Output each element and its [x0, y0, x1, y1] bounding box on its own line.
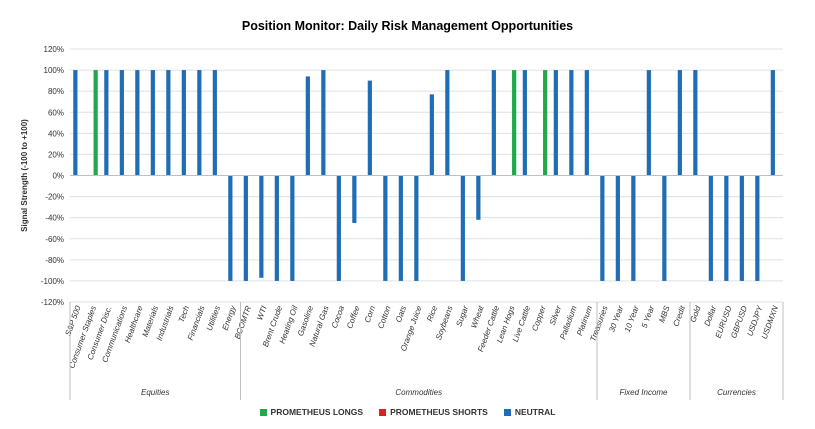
bar-long — [512, 70, 517, 176]
bar-neutral — [770, 70, 775, 176]
bar-neutral — [290, 175, 295, 281]
y-tick-label: -80% — [45, 256, 64, 265]
category-label: Silver — [548, 304, 563, 326]
category-label: Utilities — [205, 305, 222, 332]
legend: PROMETHEUS LONGS PROMETHEUS SHORTS NEUTRAL — [0, 407, 815, 417]
bar-neutral — [383, 175, 388, 281]
category-label: Credit — [671, 304, 687, 328]
bar-neutral — [476, 175, 481, 220]
bar-long — [543, 70, 548, 176]
legend-item-neutral: NEUTRAL — [503, 407, 556, 417]
bar-neutral — [197, 70, 202, 176]
legend-item-shorts: PROMETHEUS SHORTS — [379, 407, 488, 417]
y-tick-label: 60% — [48, 108, 64, 117]
bar-neutral — [135, 70, 140, 176]
category-label: Oats — [394, 305, 408, 324]
bar-neutral — [119, 70, 124, 176]
y-tick-label: 80% — [48, 87, 64, 96]
bar-neutral — [615, 175, 620, 281]
category-label: 5 Year — [640, 304, 656, 329]
bar-neutral — [662, 175, 667, 281]
category-label: Coffee — [345, 304, 362, 330]
y-axis-label: Signal Strength (-100 to +100) — [20, 119, 29, 232]
bar-neutral — [352, 175, 357, 223]
bar-neutral — [553, 70, 558, 176]
bar-neutral — [584, 70, 589, 176]
bar-neutral — [739, 175, 744, 281]
y-tick-label: -20% — [45, 193, 64, 202]
bar-neutral — [693, 70, 698, 176]
bar-neutral — [181, 70, 186, 176]
y-tick-label: 40% — [48, 129, 64, 138]
category-label: Copper — [530, 304, 548, 332]
bar-neutral — [150, 70, 155, 176]
bar-neutral — [460, 175, 465, 281]
legend-swatch — [379, 408, 387, 416]
category-label: Rice — [425, 304, 439, 323]
y-tick-label: 0% — [52, 172, 64, 181]
bar-neutral — [104, 70, 109, 176]
chart-title: Position Monitor: Daily Risk Management … — [241, 19, 574, 33]
category-label: Gold — [688, 304, 702, 323]
bar-neutral — [367, 80, 372, 176]
bar-neutral — [414, 175, 419, 281]
bar-neutral — [677, 70, 682, 176]
legend-label: PROMETHEUS LONGS — [270, 407, 364, 417]
bar-neutral — [522, 70, 527, 176]
bar-neutral — [243, 175, 248, 281]
bar-neutral — [166, 70, 171, 176]
bar-neutral — [212, 70, 217, 176]
category-label: WTI — [255, 304, 269, 322]
category-label: Cotton — [376, 304, 393, 330]
category-label: Cocoa — [330, 304, 347, 329]
bar-neutral — [398, 175, 403, 281]
group-label: Commodities — [395, 388, 442, 397]
bar-neutral — [228, 175, 233, 281]
category-label: Tech — [177, 304, 191, 324]
category-label: MBS — [657, 304, 672, 324]
y-tick-label: 20% — [48, 150, 64, 159]
bar-neutral — [321, 70, 326, 176]
category-label: 10 Year — [623, 304, 641, 333]
legend-label: PROMETHEUS SHORTS — [390, 407, 488, 417]
bar-neutral — [569, 70, 574, 176]
group-label: Currencies — [717, 388, 756, 397]
bar-long — [93, 70, 98, 176]
bar-neutral — [336, 175, 341, 281]
bar-neutral — [491, 70, 496, 176]
legend-item-longs: PROMETHEUS LONGS — [259, 407, 364, 417]
category-label: Energy — [220, 304, 237, 332]
y-tick-label: 100% — [44, 66, 64, 75]
y-tick-label: -60% — [45, 235, 64, 244]
group-label: Fixed Income — [619, 388, 668, 397]
bar-neutral — [724, 175, 729, 281]
category-label: Corn — [363, 304, 378, 324]
bar-neutral — [646, 70, 651, 176]
bar-neutral — [600, 175, 605, 281]
category-label: Dollar — [703, 304, 719, 327]
bar-neutral — [631, 175, 636, 281]
bar-neutral — [708, 175, 713, 281]
bar-neutral — [259, 175, 264, 278]
y-tick-label: -120% — [41, 298, 64, 307]
bar-neutral — [445, 70, 450, 176]
bar-neutral — [755, 175, 760, 281]
y-tick-label: -100% — [41, 277, 64, 286]
legend-label: NEUTRAL — [514, 407, 556, 417]
bar-neutral — [305, 76, 310, 176]
y-tick-label: -40% — [45, 214, 64, 223]
bar-neutral — [274, 175, 279, 281]
bar-neutral — [73, 70, 78, 176]
y-tick-label: 120% — [44, 45, 64, 54]
legend-swatch — [259, 408, 267, 416]
legend-swatch — [503, 408, 511, 416]
group-label: Equities — [141, 388, 169, 397]
category-label: Sugar — [454, 304, 470, 327]
category-label: Wheat — [469, 304, 486, 330]
bar-neutral — [429, 94, 434, 176]
